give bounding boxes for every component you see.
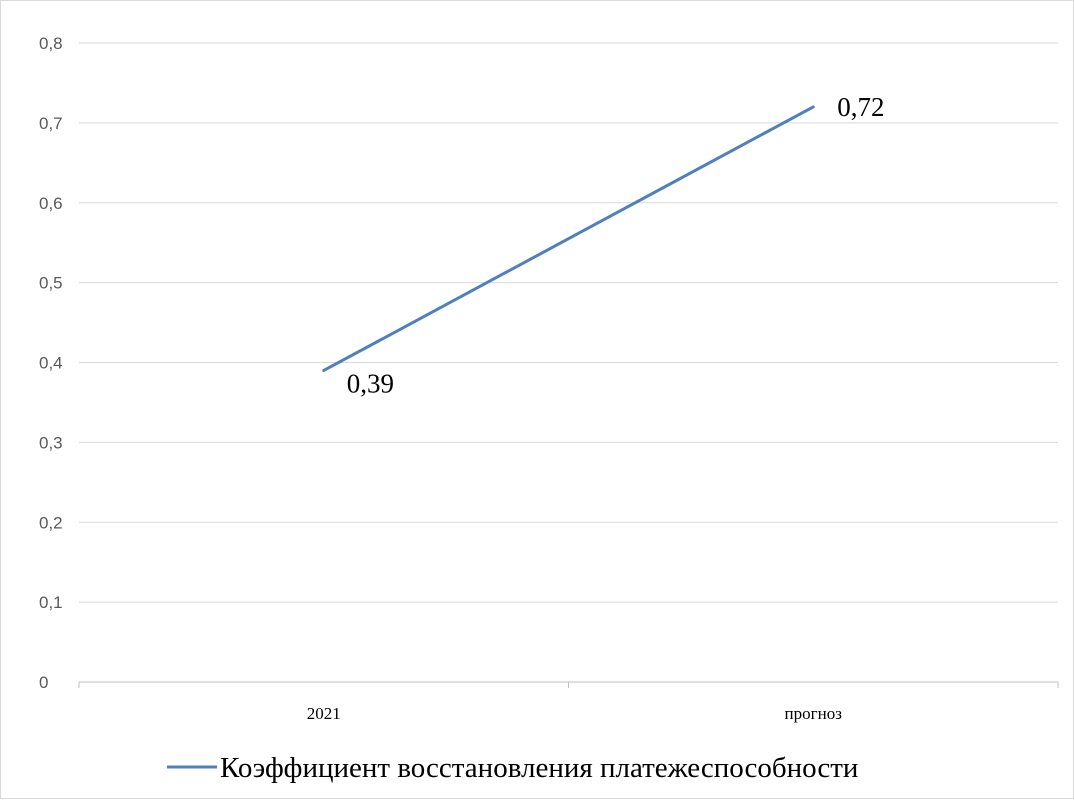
y-tick-label: 0,3 (39, 433, 63, 452)
series-lines (322, 105, 815, 372)
data-labels: 0,39 0,72 (347, 92, 885, 399)
series-line (322, 105, 815, 372)
legend-label: Коэффициент восстановления платежеспособ… (220, 752, 858, 784)
data-label: 0,72 (837, 92, 884, 122)
x-axis (78, 681, 1059, 688)
y-tick-label: 0,4 (39, 354, 63, 373)
data-label: 0,39 (347, 368, 394, 398)
y-tick-label: 0 (39, 673, 48, 692)
x-tick-label: прогноз (785, 704, 843, 723)
x-axis-tick-labels: 2021 прогноз (307, 704, 842, 723)
y-tick-label: 0,8 (39, 34, 63, 53)
y-tick-label: 0,7 (39, 114, 63, 133)
legend: Коэффициент восстановления платежеспособ… (167, 752, 858, 784)
y-tick-label: 0,2 (39, 513, 63, 532)
x-tick-label: 2021 (307, 704, 341, 723)
y-tick-label: 0,1 (39, 593, 63, 612)
y-tick-label: 0,5 (39, 274, 63, 293)
y-tick-label: 0,6 (39, 194, 63, 213)
gridlines (79, 42, 1058, 603)
y-axis-tick-labels: 0 0,1 0,2 0,3 0,4 0,5 0,6 0,7 0,8 (39, 34, 63, 692)
